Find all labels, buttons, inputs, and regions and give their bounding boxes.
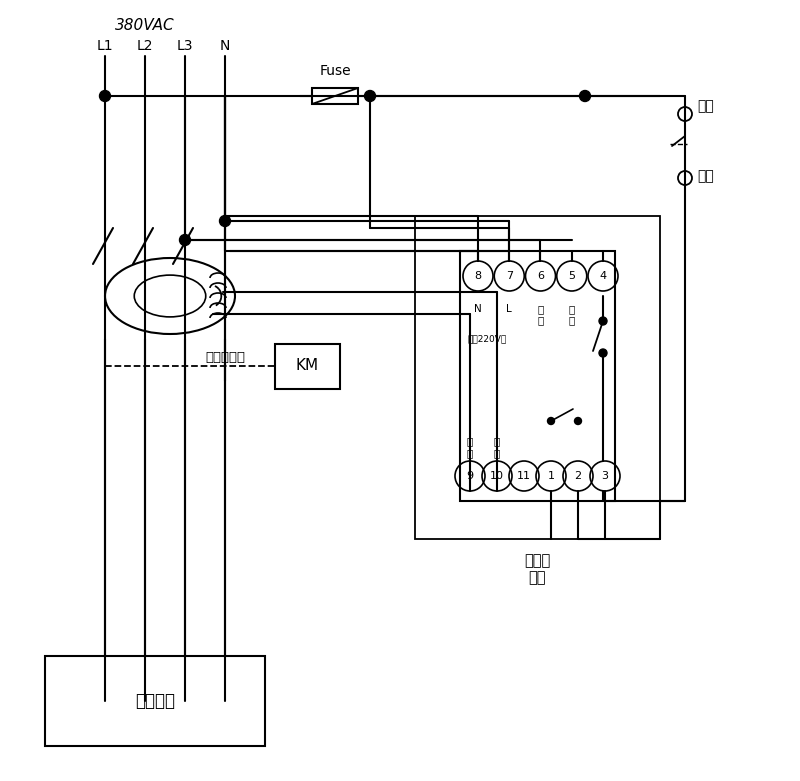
Text: 2: 2	[574, 471, 582, 481]
Text: 试
验: 试 验	[569, 304, 575, 326]
Circle shape	[219, 216, 230, 226]
Text: 1: 1	[547, 471, 554, 481]
Circle shape	[574, 418, 582, 425]
Text: 试
验: 试 验	[538, 304, 544, 326]
Text: 10: 10	[490, 471, 504, 481]
Text: L: L	[506, 304, 512, 314]
Text: L1: L1	[97, 39, 114, 53]
Text: 6: 6	[537, 271, 544, 281]
Circle shape	[579, 91, 590, 102]
Circle shape	[599, 349, 607, 357]
Text: 零序互感器: 零序互感器	[205, 351, 245, 364]
Text: 11: 11	[517, 471, 531, 481]
Text: 开关: 开关	[697, 169, 714, 183]
Text: N: N	[220, 39, 230, 53]
Text: KM: KM	[296, 358, 319, 373]
Text: 信
号: 信 号	[467, 437, 473, 458]
Text: 电源220V～: 电源220V～	[468, 334, 507, 343]
Circle shape	[179, 234, 190, 245]
Text: 3: 3	[602, 471, 609, 481]
Text: 4: 4	[599, 271, 606, 281]
Text: 7: 7	[506, 271, 513, 281]
Text: 自锁: 自锁	[697, 99, 714, 113]
Text: 用户设备: 用户设备	[135, 692, 175, 710]
Text: Fuse: Fuse	[319, 64, 351, 78]
Text: 380VAC: 380VAC	[115, 19, 174, 34]
Text: 8: 8	[474, 271, 482, 281]
Text: L3: L3	[177, 39, 194, 53]
Circle shape	[547, 418, 554, 425]
Text: 接声光
报警: 接声光 报警	[524, 553, 550, 586]
Circle shape	[365, 91, 375, 102]
Text: L2: L2	[137, 39, 154, 53]
Text: 5: 5	[568, 271, 575, 281]
Text: 信
号: 信 号	[494, 437, 500, 458]
Text: N: N	[474, 304, 482, 314]
Circle shape	[99, 91, 110, 102]
Circle shape	[599, 317, 607, 325]
Text: 9: 9	[466, 471, 474, 481]
